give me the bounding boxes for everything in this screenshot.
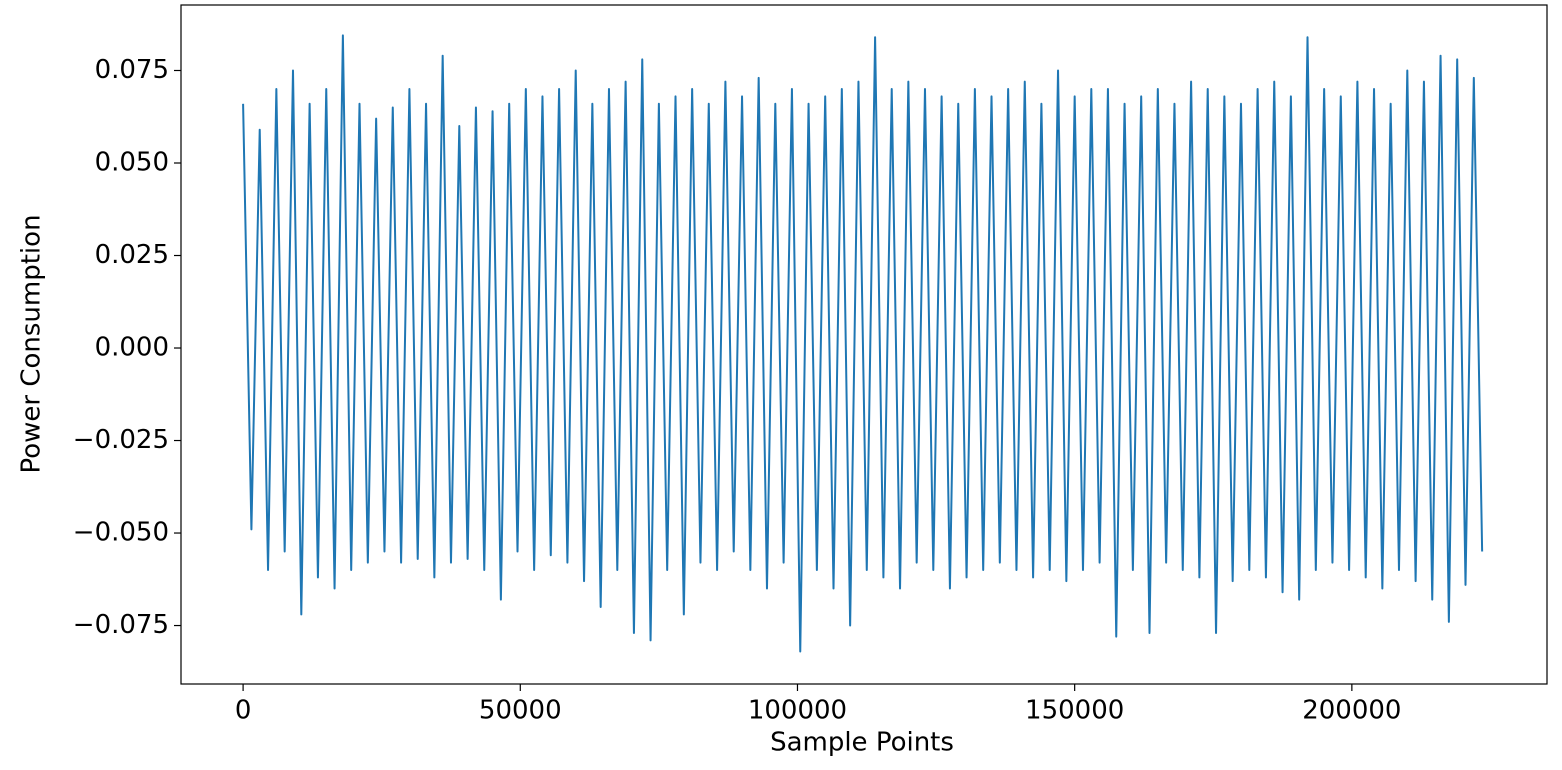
y-tick-label: 0.000 bbox=[95, 333, 169, 363]
x-axis-label: Sample Points bbox=[770, 728, 954, 758]
x-tick-label: 150000 bbox=[1025, 696, 1124, 726]
y-tick-label: 0.050 bbox=[95, 148, 169, 178]
data-line bbox=[242, 34, 1484, 653]
y-tick-label: −0.075 bbox=[73, 610, 169, 640]
x-tick-label: 100000 bbox=[748, 696, 847, 726]
plot-frame bbox=[180, 4, 1548, 685]
x-tick-label: 200000 bbox=[1302, 696, 1401, 726]
y-tick-label: 0.025 bbox=[95, 240, 169, 270]
y-tick-label: −0.050 bbox=[73, 518, 169, 548]
y-tick-label: −0.025 bbox=[73, 425, 169, 455]
y-axis-label: Power Consumption bbox=[17, 214, 47, 473]
y-tick-label: 0.075 bbox=[95, 55, 169, 85]
x-tick-label: 0 bbox=[235, 696, 252, 726]
x-tick-label: 50000 bbox=[479, 696, 562, 726]
